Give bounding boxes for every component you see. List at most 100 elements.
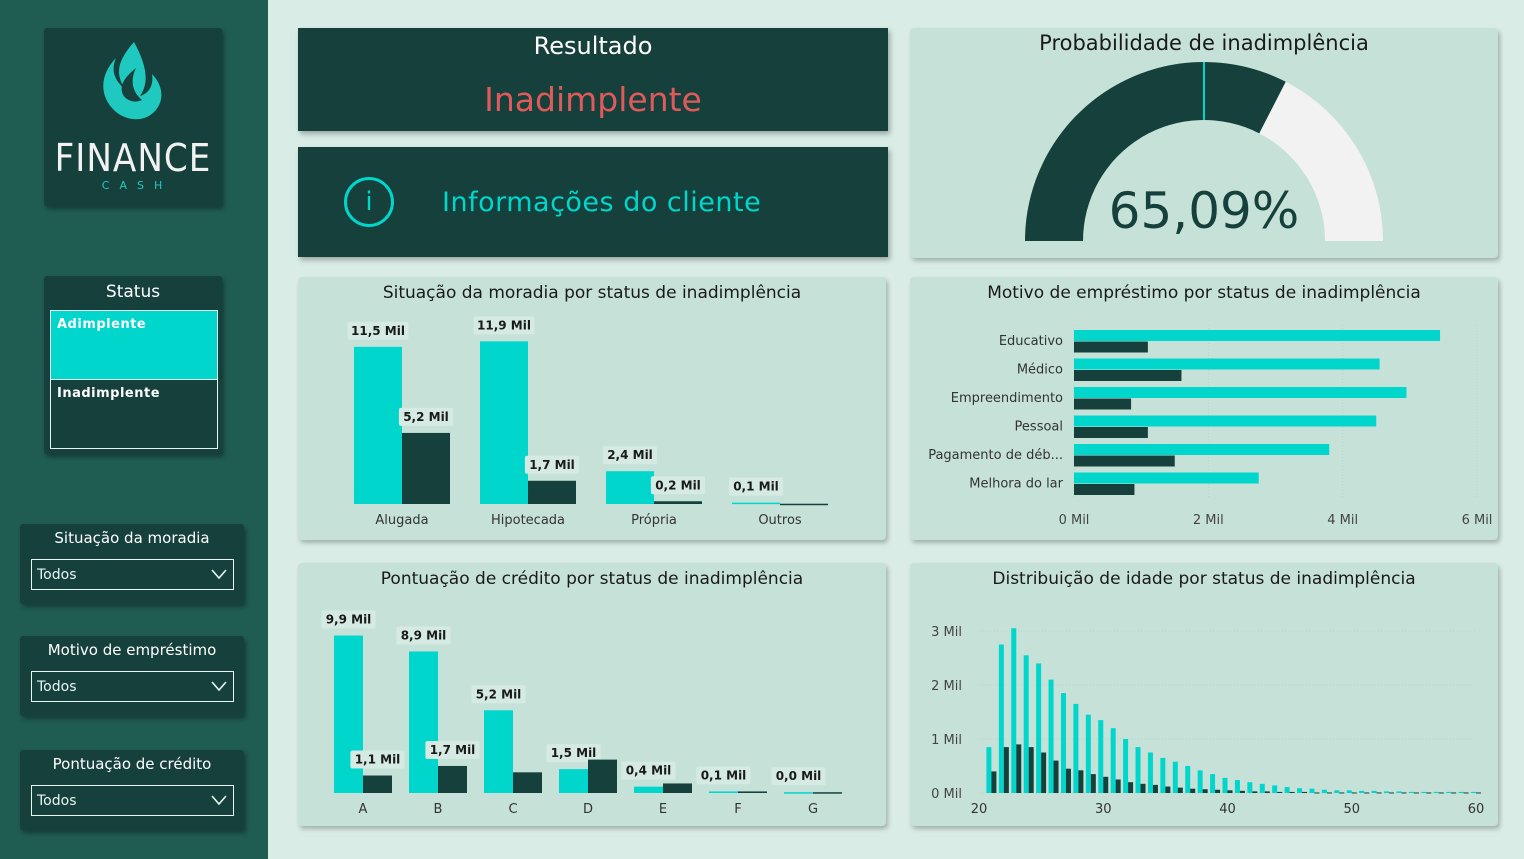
bar-age-23-1 [1016, 744, 1022, 793]
bar-age-50-0 [1346, 790, 1352, 793]
result-card: Resultado Inadimplente [298, 28, 888, 131]
data-label: 1,1 Mil [355, 753, 401, 767]
bar-C-0 [484, 710, 513, 793]
x-tick-label: Alugada [375, 513, 428, 528]
bar-Médico-0 [1074, 358, 1380, 370]
status-title: Status [105, 282, 161, 302]
y-tick-label: Educativo [999, 334, 1063, 349]
data-label-bg [425, 740, 480, 759]
bar-age-37-1 [1190, 788, 1196, 793]
x-tick-label: 20 [971, 802, 988, 817]
status-option-adimplente[interactable]: Adimplente [50, 310, 218, 380]
bar-age-38-1 [1202, 789, 1208, 793]
y-tick-label: Pessoal [1015, 420, 1063, 435]
filter-situacao-moradia: Situação da moradia Todos [20, 524, 244, 604]
bar-age-52-1 [1376, 792, 1382, 794]
sidebar: FINANCE CASH Status Adimplente Inadimple… [0, 0, 268, 859]
flame-icon [103, 42, 162, 120]
bar-age-26-1 [1053, 760, 1059, 793]
bar-age-35-1 [1165, 786, 1171, 793]
data-label-bg [396, 626, 451, 645]
filter-title: Situação da moradia [54, 529, 210, 547]
bar-Empreendimento-0 [1074, 387, 1407, 398]
bar-Melhora do lar-1 [1074, 484, 1135, 495]
data-label-bg [696, 766, 751, 785]
bar-age-25-1 [1041, 752, 1047, 793]
bar-age-34-0 [1147, 752, 1153, 793]
bar-age-60-1 [1476, 792, 1481, 794]
data-label-bg [602, 446, 658, 465]
data-label-bg [728, 477, 784, 496]
status-slicer: Status Adimplente Inadimplente [44, 276, 222, 454]
idade-chart: 0 Mil 1 Mil 2 Mil 3 Mil 20 30 40 50 60 [931, 625, 1485, 817]
bar-age-45-1 [1289, 791, 1295, 793]
bar-age-36-1 [1177, 787, 1183, 793]
bar-age-36-0 [1172, 761, 1178, 793]
bar-F-0 [709, 791, 738, 793]
y-tick-label: Melhora do lar [969, 477, 1063, 492]
result-title: Resultado [533, 32, 653, 60]
bar-age-57-1 [1438, 792, 1444, 794]
bar-Educativo-0 [1074, 330, 1441, 341]
bar-Pagamento de déb...-1 [1074, 455, 1175, 467]
bar-age-31-0 [1110, 728, 1116, 793]
chevron-down-icon [211, 681, 227, 692]
bar-Educativo-1 [1074, 341, 1148, 353]
bar-age-50-1 [1351, 792, 1357, 794]
dropdown-pontuacao-credito[interactable]: Todos [31, 785, 234, 816]
bar-Hipotecada-1 [528, 480, 576, 504]
bar-E-0 [634, 786, 663, 793]
bar-Pagamento de déb...-0 [1074, 444, 1330, 455]
bar-D-0 [559, 769, 588, 793]
dropdown-situacao-moradia[interactable]: Todos [31, 559, 234, 590]
bar-age-45-0 [1284, 787, 1290, 793]
bar-Outros-0 [732, 502, 780, 505]
chart-title: Situação da moradia por status de inadim… [382, 283, 802, 303]
y-tick-label: Empreendimento [951, 391, 1063, 406]
x-tick-label: 60 [1468, 802, 1485, 817]
bar-age-27-1 [1065, 768, 1071, 793]
bar-Própria-1 [654, 501, 702, 504]
bar-age-51-1 [1364, 792, 1370, 794]
x-tick-label: 50 [1343, 802, 1360, 817]
moradia-chart: 11,5 Mil 5,2 Mil Alugada 11,9 Mil 1,7 Mil Hip… [347, 316, 828, 528]
gauge-chart: 65,09% [1025, 61, 1383, 241]
data-label-bg [650, 476, 706, 495]
bar-age-43-1 [1264, 791, 1270, 793]
bar-B-1 [438, 765, 467, 793]
bar-age-52-0 [1371, 790, 1377, 793]
bar-age-51-0 [1359, 790, 1365, 793]
chevron-down-icon [211, 795, 227, 806]
bar-age-54-1 [1401, 792, 1407, 794]
data-label-bg [546, 744, 601, 763]
data-label: 0,2 Mil [655, 478, 701, 492]
data-label-bg [350, 750, 405, 769]
bar-age-40-1 [1227, 790, 1233, 793]
x-tick-label: A [359, 802, 368, 817]
bar-age-26-0 [1048, 679, 1054, 793]
data-label: 9,9 Mil [326, 613, 372, 627]
bar-age-53-0 [1384, 791, 1390, 793]
data-label-bg [471, 685, 526, 704]
bar-C-1 [513, 772, 542, 793]
data-label: 11,5 Mil [351, 324, 405, 338]
y-tick-label: Pagamento de déb... [928, 448, 1063, 463]
bar-age-39-1 [1215, 789, 1221, 793]
bar-Pessoal-1 [1074, 427, 1148, 438]
bar-age-59-0 [1458, 791, 1464, 793]
bar-A-1 [363, 775, 392, 793]
data-label: 1,5 Mil [551, 746, 597, 760]
status-option-inadimplente[interactable]: Inadimplente [50, 379, 218, 449]
data-label-bg [771, 767, 826, 786]
client-info-button[interactable]: i Informações do cliente [298, 147, 888, 257]
x-tick-label: Outros [758, 513, 802, 528]
bar-age-41-1 [1239, 790, 1245, 793]
bar-Melhora do lar-0 [1074, 472, 1259, 484]
bar-Alugada-0 [354, 346, 402, 504]
info-icon: i [344, 177, 394, 227]
bar-Hipotecada-0 [480, 341, 528, 504]
bar-age-58-0 [1446, 791, 1452, 793]
bar-age-22-0 [998, 644, 1004, 793]
dropdown-motivo-emprestimo[interactable]: Todos [31, 671, 234, 702]
data-label-bg [621, 761, 676, 780]
